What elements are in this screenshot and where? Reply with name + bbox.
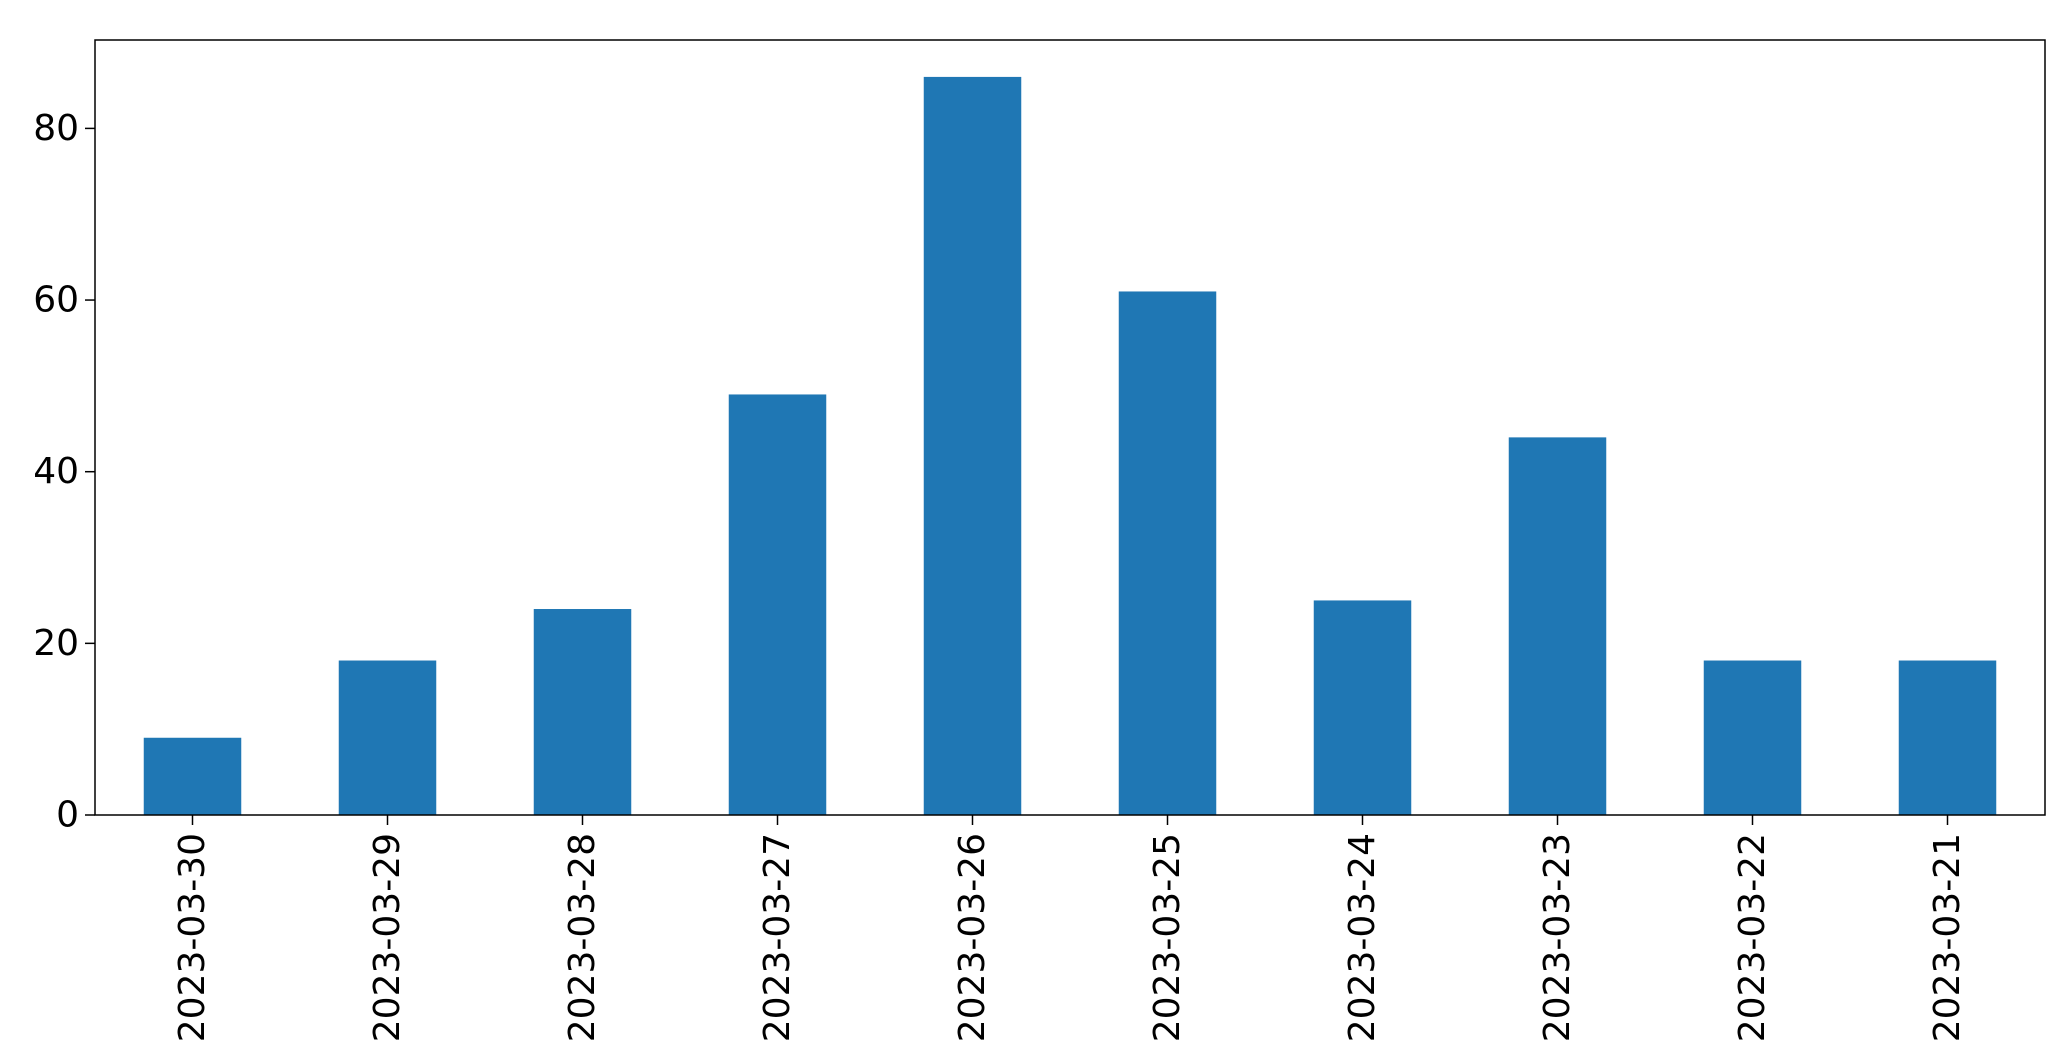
bar-2023-03-26 xyxy=(923,76,1022,815)
bar-2023-03-27 xyxy=(728,394,827,815)
bar-2023-03-22 xyxy=(1703,660,1802,815)
y-tick-label: 60 xyxy=(33,280,79,321)
bars-group xyxy=(143,76,1997,815)
bar-2023-03-24 xyxy=(1313,600,1412,815)
bar-2023-03-28 xyxy=(533,609,632,815)
x-tick-label: 2023-03-25 xyxy=(1147,833,1188,1042)
plot-frame xyxy=(94,39,2046,816)
y-tick-label: 20 xyxy=(33,623,79,664)
x-tick-label: 2023-03-29 xyxy=(367,833,408,1042)
x-tick-label: 2023-03-21 xyxy=(1927,833,1968,1042)
bar-2023-03-23 xyxy=(1508,437,1607,815)
x-tick-label: 2023-03-24 xyxy=(1342,833,1383,1042)
bar-2023-03-21 xyxy=(1898,660,1997,815)
x-tick-label: 2023-03-30 xyxy=(172,833,213,1042)
bar-2023-03-29 xyxy=(338,660,437,815)
bar-2023-03-30 xyxy=(143,737,242,815)
x-tick-label: 2023-03-22 xyxy=(1732,833,1773,1042)
x-tick-label: 2023-03-27 xyxy=(757,833,798,1042)
bar-2023-03-25 xyxy=(1118,291,1217,815)
y-tick-label: 80 xyxy=(33,108,79,149)
x-axis: 2023-03-30 2023-03-29 2023-03-28 2023-03-27… xyxy=(172,815,1968,1042)
y-tick-label: 40 xyxy=(33,451,79,492)
x-tick-label: 2023-03-23 xyxy=(1537,833,1578,1042)
y-tick-label: 0 xyxy=(56,795,79,836)
x-tick-label: 2023-03-28 xyxy=(562,833,603,1042)
x-tick-label: 2023-03-26 xyxy=(952,833,993,1042)
y-axis: 0 20 40 60 80 xyxy=(33,108,95,836)
